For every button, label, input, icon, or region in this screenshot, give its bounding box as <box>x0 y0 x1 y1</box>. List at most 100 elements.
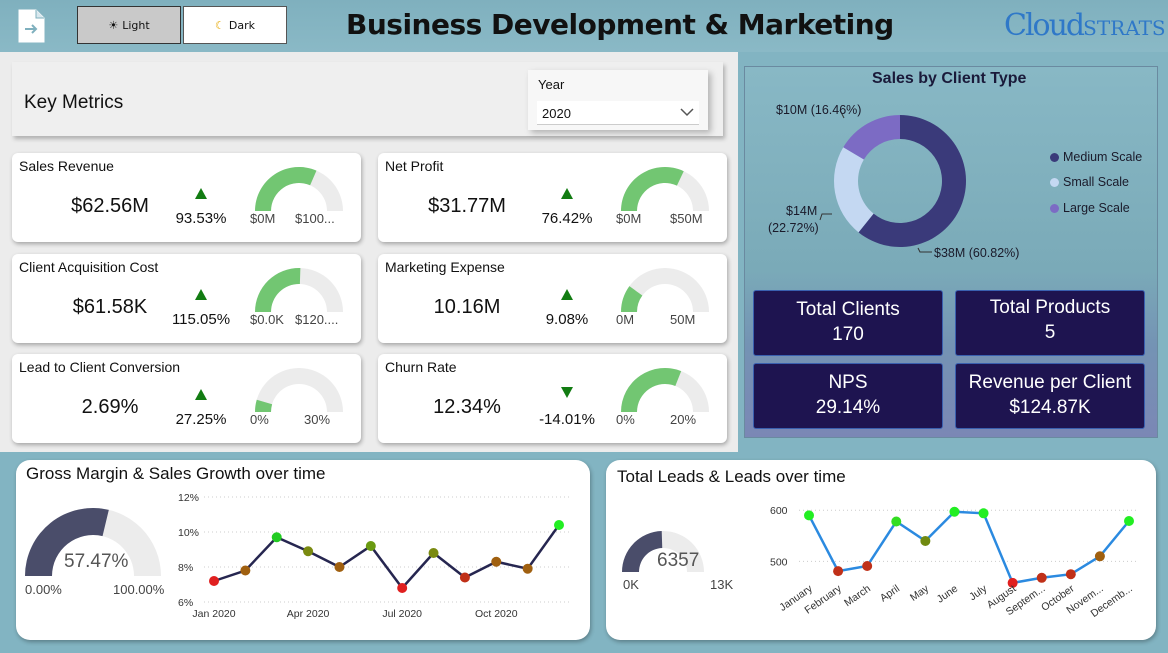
x-tick-label: March <box>842 583 873 610</box>
data-point[interactable] <box>459 572 470 583</box>
x-tick-label: May <box>908 582 932 604</box>
data-point[interactable] <box>804 510 814 521</box>
theme-dark-button[interactable]: ☾ Dark <box>183 6 287 44</box>
kpi-change: 76.42% <box>541 210 593 227</box>
kpi-card-net-profit[interactable]: Net Profit $31.77M 76.42% $0M $50M <box>378 153 727 242</box>
data-point[interactable] <box>303 546 314 557</box>
theme-light-button[interactable]: ☀ Light <box>77 6 181 44</box>
trend-down-icon <box>561 387 573 398</box>
data-point[interactable] <box>891 516 902 527</box>
kpi-title: Net Profit <box>385 158 444 174</box>
series-line <box>213 524 561 590</box>
kpi-change: -14.01% <box>539 411 595 428</box>
data-point[interactable] <box>833 566 844 577</box>
data-point[interactable] <box>397 583 408 593</box>
kpi-gauge <box>621 368 709 412</box>
pie-label-small-1: $14M <box>786 204 818 218</box>
data-point[interactable] <box>365 541 376 551</box>
kpi-card-sales-revenue[interactable]: Sales Revenue $62.56M 93.53% $0M $100... <box>12 153 361 242</box>
trend-up-icon <box>195 289 207 300</box>
series-line <box>807 510 1130 585</box>
gauge-fill <box>621 166 684 211</box>
key-metrics-title: Key Metrics <box>24 92 124 113</box>
kpi-value: $62.56M <box>71 195 149 217</box>
kpi-card-churn-rate[interactable]: Churn Rate 12.34% -14.01% 0% 20% <box>378 354 727 443</box>
pie-leader-line <box>917 247 932 253</box>
data-point[interactable] <box>240 565 251 576</box>
donut-slice-large-scale[interactable] <box>843 115 900 160</box>
data-point[interactable] <box>1007 577 1018 588</box>
kpi-value: 10.16M <box>433 296 501 318</box>
data-point[interactable] <box>978 508 989 519</box>
stat-total-products[interactable]: Total Products 5 <box>955 290 1145 356</box>
stat-revenue-per-client[interactable]: Revenue per Client $124.87K <box>955 363 1145 429</box>
legend-item-small[interactable]: Small Scale <box>1050 175 1129 189</box>
donut-slice-medium-scale[interactable] <box>858 115 966 247</box>
stat-value: 170 <box>832 324 864 345</box>
gauge-max: 20% <box>670 412 697 427</box>
legend-dot <box>1050 203 1059 213</box>
gauge-min: 0% <box>250 412 269 427</box>
stat-label: Total Products <box>989 297 1111 318</box>
kpi-title: Churn Rate <box>385 359 457 375</box>
trend-up-icon <box>195 188 207 199</box>
data-point[interactable] <box>522 563 533 574</box>
year-slicer: Year 2020 <box>528 70 708 130</box>
x-tick-label: Jul 2020 <box>382 608 422 620</box>
data-point[interactable] <box>1065 569 1076 580</box>
gauge-min: 0% <box>616 412 635 427</box>
data-point[interactable] <box>334 562 345 572</box>
kpi-card-lead-to-client-conversion[interactable]: Lead to Client Conversion 2.69% 27.25% 0… <box>12 354 361 443</box>
data-point[interactable] <box>1094 551 1105 562</box>
chevron-down-icon <box>680 108 694 117</box>
legend-item-large[interactable]: Large Scale <box>1050 201 1130 215</box>
data-point[interactable] <box>949 506 960 517</box>
total-leads-gauge <box>622 531 704 572</box>
data-point[interactable] <box>1036 572 1047 583</box>
y-tick-label: 6% <box>178 597 193 609</box>
kpi-value: 12.34% <box>433 396 501 418</box>
gauge-max: $120.... <box>295 312 339 327</box>
stat-nps[interactable]: NPS 29.14% <box>753 363 943 429</box>
kpi-title: Marketing Expense <box>385 259 505 275</box>
stat-value: 5 <box>1044 322 1056 343</box>
kpi-gauge <box>255 268 343 312</box>
pie-label-large: $10M (16.46%) <box>776 103 862 117</box>
export-document-icon[interactable] <box>14 8 48 44</box>
kpi-value: $31.77M <box>428 195 506 217</box>
data-point[interactable] <box>554 520 564 530</box>
kpi-card-marketing-expense[interactable]: Marketing Expense 10.16M 9.08% 0M 50M <box>378 254 727 343</box>
stat-total-clients[interactable]: Total Clients 170 <box>753 290 943 356</box>
donut-slice-small-scale[interactable] <box>834 147 874 233</box>
kpi-gauge <box>255 368 343 412</box>
legend-label: Small Scale <box>1063 175 1129 189</box>
gauge-max: $100... <box>295 211 335 226</box>
x-tick-label: Jan 2020 <box>192 608 235 620</box>
data-point[interactable] <box>209 576 219 586</box>
data-point[interactable] <box>271 532 282 543</box>
gauge-min: 0.00% <box>25 582 62 597</box>
theme-dark-label: Dark <box>228 18 255 32</box>
year-dropdown[interactable]: 2020 <box>537 101 699 125</box>
data-point[interactable] <box>428 548 439 558</box>
data-point[interactable] <box>491 556 502 567</box>
y-tick-label: 10% <box>178 527 199 539</box>
data-point[interactable] <box>920 535 931 546</box>
trend-up-icon <box>561 188 573 199</box>
total-leads-card <box>606 460 1156 640</box>
kpi-card-client-acquisition-cost[interactable]: Client Acquisition Cost $61.58K 115.05% … <box>12 254 361 343</box>
gauge-fill <box>621 368 682 412</box>
gross-margin-title: Gross Margin & Sales Growth over time <box>26 464 326 483</box>
legend-item-medium[interactable]: Medium Scale <box>1050 150 1142 164</box>
kpi-gauge <box>255 167 343 211</box>
pie-leader-line <box>839 109 845 119</box>
gauge-fill <box>255 268 301 312</box>
gauge-max: 100.00% <box>113 582 165 597</box>
stat-value: $124.87K <box>1009 397 1091 418</box>
x-tick-label: Oct 2020 <box>475 608 518 620</box>
y-tick-label: 600 <box>770 505 788 517</box>
data-point[interactable] <box>1124 515 1134 526</box>
data-point[interactable] <box>862 561 873 572</box>
kpi-title: Lead to Client Conversion <box>19 359 181 375</box>
kpi-gauge <box>621 268 709 312</box>
